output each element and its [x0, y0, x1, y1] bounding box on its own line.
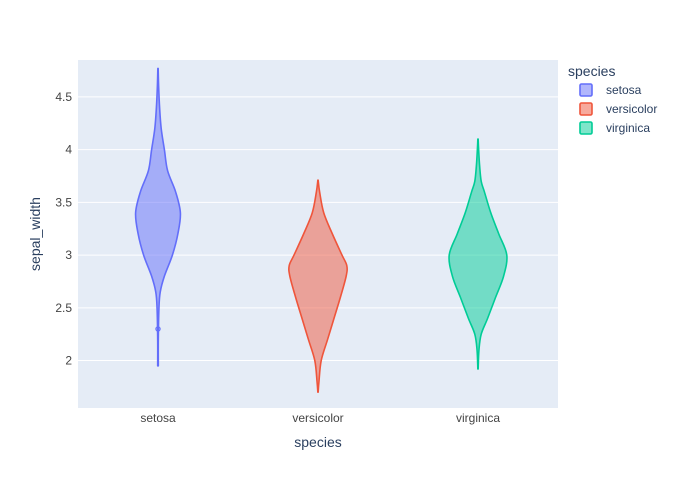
x-tick-label: setosa	[140, 411, 176, 425]
violin-setosa	[134, 67, 182, 367]
legend-label-virginica[interactable]: virginica	[606, 121, 650, 135]
legend-label-setosa[interactable]: setosa	[606, 83, 642, 97]
x-axis-title: species	[294, 434, 341, 450]
legend-label-versicolor[interactable]: versicolor	[606, 102, 657, 116]
y-tick-labels: 2 2.5 3 3.5 4 4.5	[55, 90, 72, 368]
violin-versicolor	[288, 179, 348, 393]
violin-virginica	[448, 138, 508, 370]
legend-swatch-virginica[interactable]	[579, 121, 593, 135]
outlier-point	[155, 326, 161, 332]
y-axis-title: sepal_width	[27, 197, 43, 271]
y-tick-label: 3	[65, 248, 72, 262]
y-tick-label: 2.5	[55, 301, 72, 315]
y-tick-label: 3.5	[55, 195, 72, 209]
x-tick-label: virginica	[456, 411, 500, 425]
y-tick-label: 4.5	[55, 90, 72, 104]
legend-swatch-versicolor[interactable]	[579, 102, 593, 116]
x-tick-labels: setosa versicolor virginica	[140, 411, 500, 425]
y-tick-label: 2	[65, 354, 72, 368]
legend: setosa versicolor virginica	[579, 83, 657, 135]
legend-swatch-setosa[interactable]	[579, 83, 593, 97]
x-tick-label: versicolor	[292, 411, 343, 425]
violins	[134, 67, 508, 393]
legend-title: species	[568, 63, 615, 79]
y-tick-label: 4	[65, 143, 72, 157]
